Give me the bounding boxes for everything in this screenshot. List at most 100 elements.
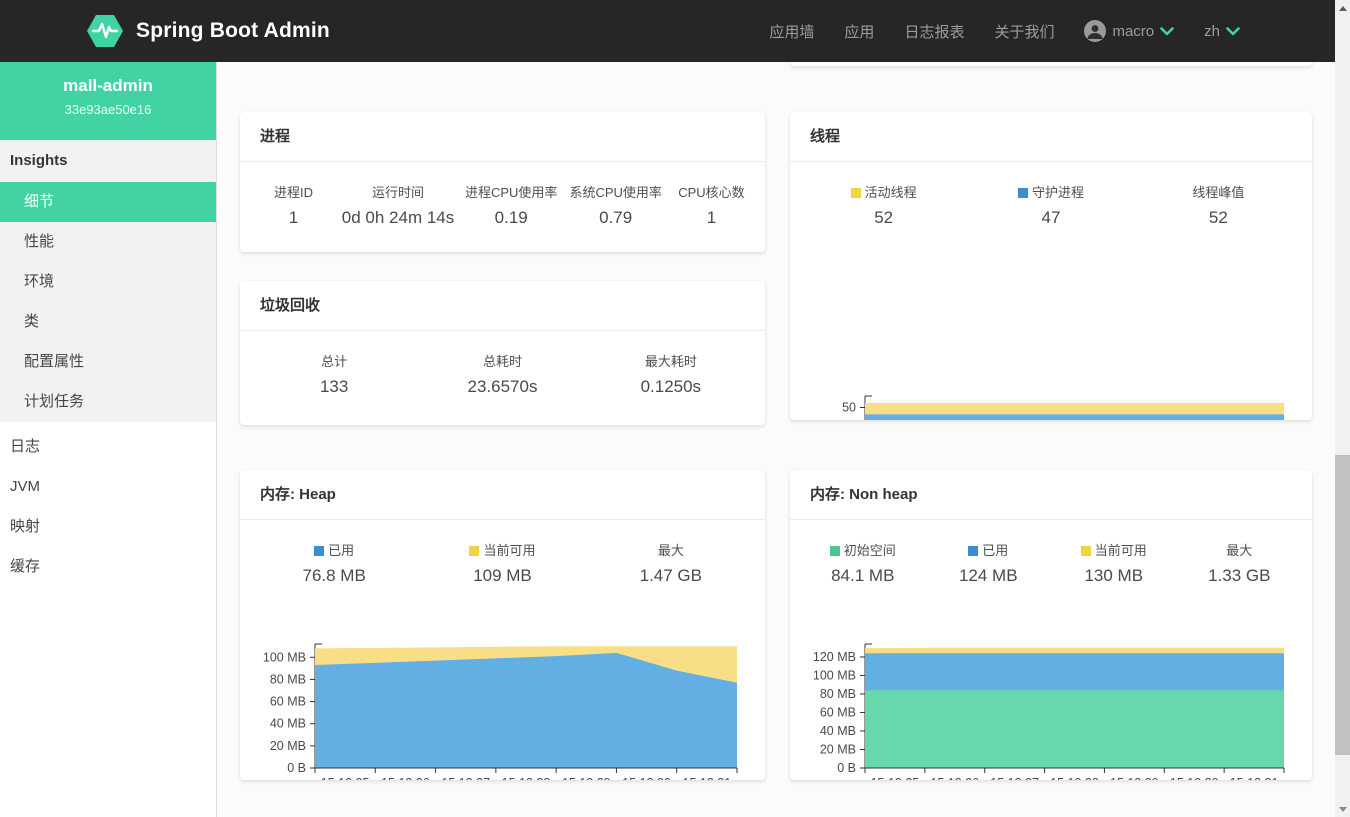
nav-item-journal[interactable]: 日志报表: [904, 23, 965, 41]
threads-card-title: 线程: [810, 128, 841, 145]
sidebar-app-header: mall-admin 33e93ae50e16: [0, 62, 216, 140]
svg-text:40 MB: 40 MB: [270, 717, 306, 731]
stat-label: 当前可用: [418, 540, 586, 559]
nonheap-memory-card: 内存: Non heap 初始空间 84.1 MB 已用 124 MB 当前可用 13…: [790, 470, 1312, 780]
stat-label: 线程峰值: [1192, 185, 1245, 200]
gc-card: 垃圾回收 总计 133 总耗时 23.6570s 最大耗时 0.1250s: [240, 281, 765, 425]
sidebar-item-environment[interactable]: 环境: [24, 273, 55, 290]
stat-label: 最大: [657, 543, 684, 558]
stat-value: 109 MB: [473, 566, 532, 585]
stat-label: 运行时间: [372, 185, 425, 200]
gc-card-title: 垃圾回收: [260, 297, 321, 314]
brand[interactable]: Spring Boot Admin: [86, 14, 330, 48]
sidebar-menu: 日志 JVM 映射 缓存: [0, 427, 216, 587]
nonheap-chart: 15:13:25 15:13:26 15:13:27 15:13:28 15:13:29…: [790, 638, 1312, 780]
partial-card-bottom: [790, 62, 1312, 66]
stat-label: 总耗时: [482, 354, 522, 369]
brand-logo-icon: [87, 15, 123, 47]
sidebar-item-metrics[interactable]: 性能: [24, 233, 55, 250]
stat-value: 1: [288, 208, 299, 227]
stat-value: 84.1 MB: [831, 566, 895, 585]
stat-value: 1.33 GB: [1208, 566, 1271, 585]
scrollbar-thumb[interactable]: [1335, 455, 1350, 755]
stat-label: 已用: [250, 540, 418, 559]
stat-value: 0d 0h 24m 14s: [341, 208, 455, 227]
user-avatar-icon: [1084, 20, 1107, 42]
nonheap-card-title: 内存: Non heap: [810, 486, 918, 503]
legend-marker: [314, 546, 325, 556]
language-label: zh: [1204, 22, 1220, 40]
threads-stats: 活动线程 52 守护进程 47 线程峰值 52: [790, 162, 1312, 228]
navbar: Spring Boot Admin 应用墙 应用 日志报表 关于我们 macro…: [0, 0, 1335, 62]
stat-value: 1: [706, 208, 717, 227]
stat-label: 当前可用: [1051, 540, 1177, 559]
heap-card-title: 内存: Heap: [260, 486, 336, 503]
window-scrollbar[interactable]: [1335, 0, 1350, 817]
user-name: macro: [1112, 22, 1155, 40]
heap-chart: 15:13:25 15:13:26 15:13:27 15:13:28 15:13:29…: [240, 638, 765, 780]
stat-value: 1.47 GB: [639, 566, 702, 585]
heap-stats: 已用 76.8 MB 当前可用 109 MB 最大 1.47 GB: [240, 520, 765, 586]
svg-text:60 MB: 60 MB: [820, 705, 856, 719]
nonheap-stats: 初始空间 84.1 MB 已用 124 MB 当前可用 130 MB 最大 1.33 G…: [790, 520, 1312, 586]
threads-chart: 15:13:2415:13:2515:13:2615:13:2715:13:28…: [790, 390, 1312, 420]
stat-label: 初始空间: [800, 540, 926, 559]
svg-text:15:13:31: 15:13:31: [683, 776, 732, 780]
process-card-title: 进程: [260, 128, 291, 145]
stat-value: 52: [874, 208, 894, 227]
user-menu[interactable]: macro: [1084, 20, 1174, 42]
nav-item-about[interactable]: 关于我们: [994, 23, 1055, 41]
chevron-down-icon: [1160, 26, 1174, 35]
brand-title: Spring Boot Admin: [136, 19, 330, 42]
nav-item-applications[interactable]: 应用: [844, 23, 875, 41]
svg-text:80 MB: 80 MB: [820, 687, 856, 701]
legend-marker: [1017, 188, 1028, 198]
stat-value: 47: [1041, 208, 1061, 227]
gc-stats: 总计 133 总耗时 23.6570s 最大耗时 0.1250s: [240, 331, 765, 397]
scrollbar-up-arrow[interactable]: [1335, 0, 1350, 16]
sidebar-item-classes[interactable]: 类: [24, 313, 40, 330]
svg-text:15:13:25: 15:13:25: [871, 776, 920, 780]
svg-text:15:13:26: 15:13:26: [930, 776, 979, 780]
sidebar-item-logs[interactable]: 日志: [10, 438, 41, 455]
sidebar: mall-admin 33e93ae50e16 Insights 细节 性能 环…: [0, 62, 217, 817]
stat-label: 守护进程: [967, 182, 1134, 201]
sidebar-item-details[interactable]: 细节: [0, 182, 216, 222]
nav-item-applications-wall[interactable]: 应用墙: [769, 23, 815, 41]
sidebar-item-configuration-properties[interactable]: 配置属性: [24, 353, 85, 370]
svg-text:40 MB: 40 MB: [820, 724, 856, 738]
sidebar-item-mappings[interactable]: 映射: [10, 518, 41, 535]
svg-text:80 MB: 80 MB: [270, 672, 306, 686]
svg-text:20 MB: 20 MB: [270, 739, 306, 753]
svg-text:60 MB: 60 MB: [270, 695, 306, 709]
stat-value: 130 MB: [1084, 566, 1144, 585]
stat-value: 52: [1208, 208, 1228, 227]
process-stats: 进程ID 1 运行时间 0d 0h 24m 14s 进程CPU使用率 0.19 系统C…: [240, 162, 765, 228]
sidebar-instance-id: 33e93ae50e16: [64, 102, 152, 117]
sidebar-item-scheduled-tasks[interactable]: 计划任务: [24, 393, 85, 410]
legend-marker: [829, 546, 840, 556]
sidebar-section-insights-label: Insights: [10, 152, 68, 169]
language-menu[interactable]: zh: [1204, 23, 1240, 40]
stat-value: 133: [319, 377, 349, 396]
scrollbar-down-arrow[interactable]: [1335, 801, 1350, 817]
navbar-menu: 应用墙 应用 日志报表 关于我们 macro zh: [769, 20, 1240, 42]
svg-text:100 MB: 100 MB: [263, 650, 306, 664]
heap-memory-card: 内存: Heap 已用 76.8 MB 当前可用 109 MB 最大 1.47 GB …: [240, 470, 765, 780]
svg-text:120 MB: 120 MB: [813, 650, 856, 664]
svg-text:15:13:30: 15:13:30: [622, 776, 671, 780]
sidebar-item-jvm[interactable]: JVM: [10, 478, 40, 495]
svg-text:15:13:25: 15:13:25: [321, 776, 370, 780]
sidebar-item-caches[interactable]: 缓存: [10, 558, 41, 575]
stat-value: 0.79: [599, 208, 633, 227]
stat-label: 最大: [1226, 543, 1253, 558]
svg-text:15:13:28: 15:13:28: [1050, 776, 1099, 780]
stat-value: 0.1250s: [640, 377, 702, 396]
legend-marker: [1080, 546, 1091, 556]
legend-marker: [850, 188, 861, 198]
stat-label: 总计: [321, 354, 348, 369]
svg-text:0 B: 0 B: [837, 761, 856, 775]
main-content: 进程 进程ID 1 运行时间 0d 0h 24m 14s 进程CPU使用率 0.19 …: [218, 62, 1335, 817]
legend-marker: [968, 546, 979, 556]
stat-value: 0.19: [494, 208, 528, 227]
